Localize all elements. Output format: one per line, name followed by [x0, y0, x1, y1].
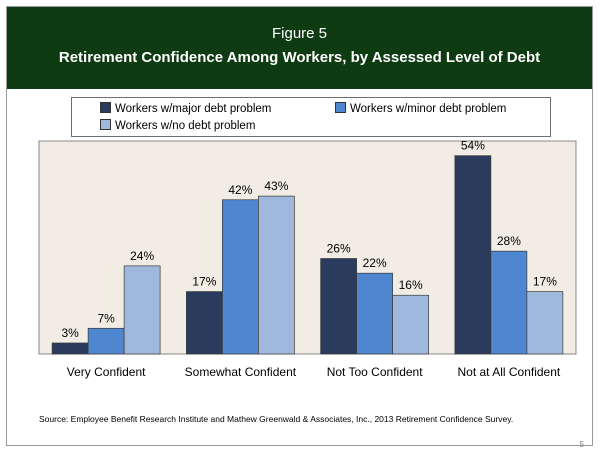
bar-chart: 3% 7% 24% Very Confident 17% 42% 43% Somewhat C…	[38, 139, 577, 379]
data-label-s0-c2: 26%	[327, 242, 351, 256]
data-label-s1-c0: 7%	[97, 311, 115, 325]
bar-s2-c0	[123, 265, 161, 355]
bar-s0-c0	[51, 342, 89, 355]
data-label-s1-c3: 28%	[497, 234, 521, 248]
legend-swatch-no-debt	[100, 119, 111, 130]
legend-item-minor-debt: Workers w/minor debt problem	[335, 102, 506, 115]
slide: Figure 5 Retirement Confidence Among Wor…	[6, 6, 593, 449]
data-label-s0-c1: 17%	[192, 275, 216, 289]
category-label-3: Not at All Confident	[458, 365, 561, 379]
data-label-s2-c3: 17%	[533, 275, 557, 289]
figure-label: Figure 5	[271, 25, 328, 42]
data-label-s0-c0: 3%	[61, 326, 79, 340]
source-note: Source: Employee Benefit Research Instit…	[39, 414, 514, 424]
legend-item-major-debt: Workers w/major debt problem	[100, 102, 271, 115]
legend-label-minor-debt: Workers w/minor debt problem	[350, 103, 507, 115]
legend-swatch-minor-debt	[335, 102, 346, 113]
legend-swatch-major-debt	[100, 102, 111, 113]
bar-s1-c3	[490, 250, 528, 355]
data-label-s0-c3: 54%	[461, 139, 485, 153]
data-label-s2-c1: 43%	[264, 179, 288, 193]
data-label-s2-c2: 16%	[399, 278, 423, 292]
category-label-0: Very Confident	[67, 365, 146, 379]
figure-title: Retirement Confidence Among Workers, by …	[58, 49, 541, 66]
data-label-s2-c0: 24%	[130, 249, 154, 263]
bar-s0-c3	[454, 155, 492, 355]
figure-header: Figure 5 Retirement Confidence Among Wor…	[7, 7, 592, 89]
legend: Workers w/major debt problem Workers w/m…	[71, 97, 551, 137]
legend-label-no-debt: Workers w/no debt problem	[115, 120, 256, 132]
bar-s0-c1	[186, 291, 223, 355]
category-label-2: Not Too Confident	[327, 365, 424, 379]
bar-s1-c1	[222, 199, 259, 355]
data-label-s1-c1: 42%	[228, 183, 252, 197]
legend-label-major-debt: Workers w/major debt problem	[115, 103, 272, 115]
bar-s1-c0	[87, 327, 125, 355]
bar-s0-c2	[320, 258, 357, 355]
category-label-1: Somewhat Confident	[185, 365, 297, 379]
bar-s2-c1	[258, 195, 295, 355]
page-number: 5	[579, 440, 584, 449]
bar-s1-c2	[356, 272, 393, 355]
legend-item-no-debt: Workers w/no debt problem	[100, 119, 255, 132]
bar-s2-c2	[392, 294, 429, 355]
data-label-s1-c2: 22%	[363, 256, 387, 270]
bar-s2-c3	[526, 291, 564, 355]
